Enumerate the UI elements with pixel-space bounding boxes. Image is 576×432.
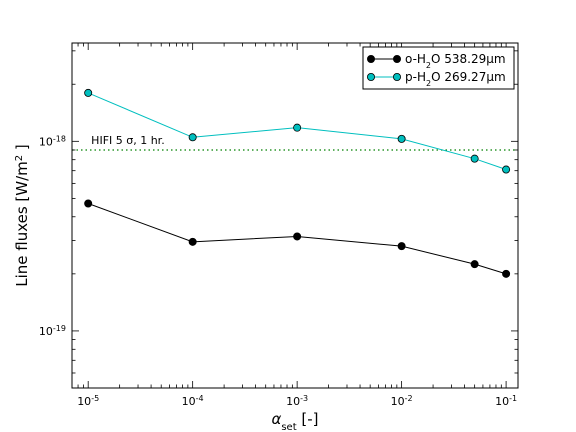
series-line-1 [88, 203, 507, 275]
x-tick-label: 10-3 [286, 394, 308, 409]
data-point [293, 232, 302, 241]
y-axis-label: Line fluxes [W/m2 ] [13, 144, 31, 287]
data-point [502, 269, 511, 278]
plot-area [72, 43, 518, 388]
legend-swatch-marker [392, 55, 401, 64]
reference-line-label: HIFI 5 σ, 1 hr. [91, 134, 165, 147]
legend-label: o-H2O 538.29μm [405, 52, 506, 70]
x-tick-label: 10-4 [182, 394, 204, 409]
data-point [397, 134, 406, 143]
x-tick-label: 10-1 [495, 394, 517, 409]
x-axis-label: αset [-] [271, 410, 318, 432]
data-point [293, 123, 302, 132]
data-point [188, 133, 197, 142]
legend-swatch-marker [366, 73, 375, 82]
data-point [502, 165, 511, 174]
y-tick-label: 10-18 [39, 134, 66, 149]
series-line-2 [87, 92, 507, 170]
legend-swatch-marker [366, 55, 375, 64]
y-tick-label: 10-19 [39, 323, 66, 338]
legend-box [362, 46, 515, 90]
legend-swatch-marker [392, 73, 401, 82]
data-point [470, 154, 479, 163]
data-point [397, 242, 406, 251]
data-point [84, 88, 93, 97]
axes-frame [71, 42, 519, 389]
reference-line-group: HIFI 5 σ, 1 hr. [72, 134, 518, 151]
data-point [470, 260, 479, 269]
x-tick-label: 10-5 [77, 394, 99, 409]
series-group [84, 88, 511, 278]
x-tick-label: 10-2 [391, 394, 413, 409]
legend-label: p-H2O 269.27μm [405, 70, 506, 88]
axes-group: 10-5 10-4 10-3 10-2 10-1 10-19 10-18 αset [-] Li… [13, 42, 519, 432]
data-point [84, 199, 93, 208]
plot-background [72, 43, 518, 388]
data-point [188, 237, 197, 246]
